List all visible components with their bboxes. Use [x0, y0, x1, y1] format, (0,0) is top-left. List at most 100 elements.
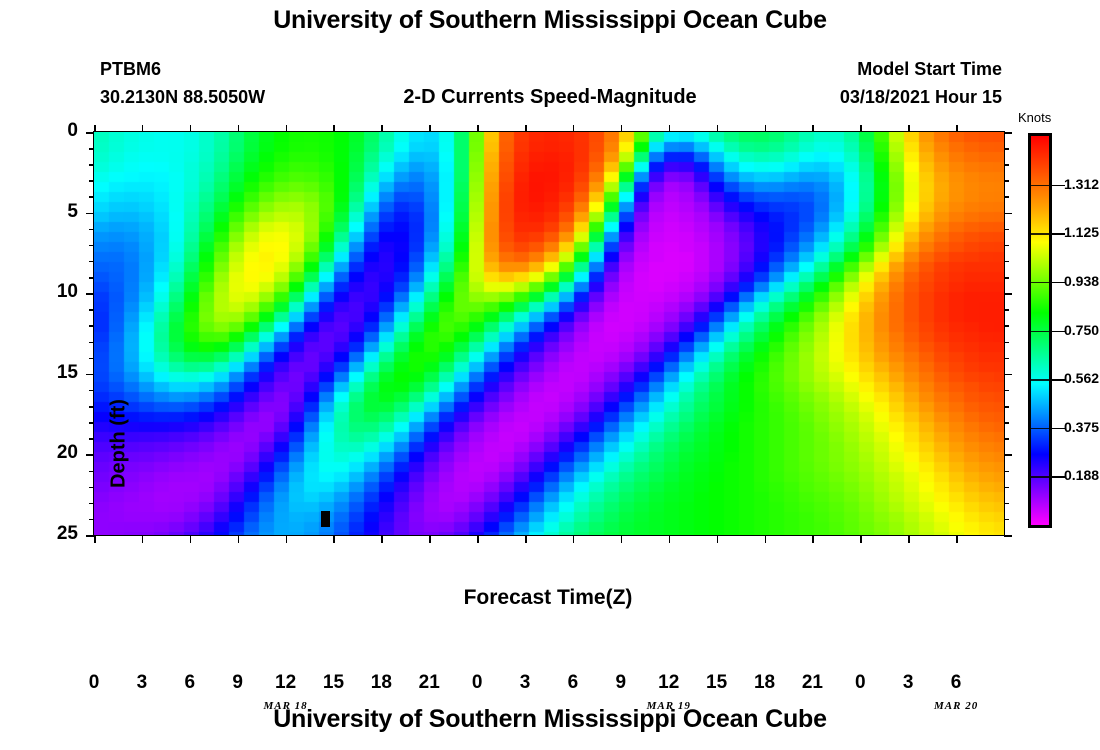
x-axis-tick	[525, 536, 527, 543]
y-axis-tick-right	[1004, 164, 1009, 166]
colorbar-tick	[1052, 427, 1065, 430]
x-axis-tick-label: 12	[275, 672, 297, 693]
x-axis-tick-top	[141, 125, 144, 132]
x-axis-tick-top	[429, 125, 431, 132]
x-axis-tick-label: 3	[902, 672, 914, 693]
colorbar-tick-label: 0.375	[1064, 418, 1100, 435]
y-axis-tick-right	[1004, 293, 1012, 295]
y-axis-tick	[89, 341, 94, 344]
x-axis-tick-label: 9	[232, 672, 243, 693]
y-axis-tick	[89, 406, 94, 408]
x-axis-tick-label: 15	[322, 672, 345, 693]
x-axis-tick-top	[764, 125, 767, 132]
colorbar-tick-line	[1028, 427, 1052, 430]
y-axis-tick	[89, 357, 94, 360]
page-title: University of Southern Mississippi Ocean…	[273, 6, 827, 34]
model-start-time-value: 03/18/2021 Hour 15	[839, 87, 1002, 107]
y-axis-tick	[89, 422, 94, 424]
colorbar-tick-label: 1.312	[1064, 175, 1100, 192]
y-axis-tick-right	[1004, 277, 1009, 279]
x-axis-tick-label: 0	[471, 672, 483, 693]
y-axis-tick	[89, 389, 94, 392]
y-axis-tick-right	[1004, 196, 1009, 198]
colorbar-title: Knots	[1018, 110, 1052, 125]
y-axis-tick-right	[1004, 341, 1009, 344]
colorbar-tick	[1052, 184, 1065, 187]
y-axis-tick	[89, 260, 94, 263]
y-axis-tick-right	[1004, 357, 1009, 360]
x-axis-tick-top	[668, 125, 671, 132]
y-axis-tick-right	[1004, 228, 1009, 231]
x-axis-tick-top	[620, 125, 623, 132]
x-axis-tick-label: 6	[950, 672, 962, 693]
y-axis-tick-right	[1004, 518, 1009, 521]
bottom-depth-marker	[321, 510, 331, 527]
x-axis-tick	[189, 536, 192, 543]
y-axis-tick	[89, 196, 94, 198]
x-axis-tick-top	[285, 125, 288, 132]
x-axis-tick	[237, 536, 240, 543]
y-axis-tick-right	[1004, 502, 1009, 505]
y-axis-tick	[89, 277, 94, 279]
colorbar-tick	[1052, 281, 1065, 284]
y-axis-tick-label: 20	[56, 442, 78, 464]
y-axis-tick	[86, 373, 94, 376]
x-axis-tick-label: 3	[136, 672, 148, 693]
x-axis-date-label: MAR 18	[263, 700, 308, 712]
y-axis-tick	[89, 502, 94, 505]
x-axis-tick-label: 18	[370, 672, 392, 693]
y-axis-tick-right	[1004, 389, 1009, 392]
y-axis-tick-right	[1004, 535, 1012, 537]
x-axis-tick	[956, 536, 958, 543]
x-axis-tick-top	[189, 125, 192, 132]
x-axis-tick-label: 18	[753, 672, 776, 693]
y-axis-tick-right	[1004, 325, 1009, 327]
y-axis-tick-label: 5	[67, 200, 78, 222]
y-axis-tick-right	[1004, 309, 1009, 311]
x-axis-tick-label: 0	[855, 672, 866, 693]
x-axis-tick	[908, 536, 910, 543]
x-axis-date-label: MAR 20	[933, 700, 979, 712]
x-axis-tick	[477, 536, 479, 543]
x-axis-tick-label: 6	[184, 672, 196, 693]
x-axis-tick-label: 3	[519, 672, 531, 693]
x-axis-tick-top	[908, 125, 910, 132]
x-axis-tick	[429, 536, 431, 543]
y-axis-tick	[89, 438, 94, 440]
colorbar-tick-label: 0.188	[1064, 467, 1100, 484]
x-axis-tick	[141, 536, 144, 543]
x-axis-tick	[812, 536, 814, 543]
x-axis-tick-top	[477, 125, 479, 132]
y-axis-tick-label: 10	[56, 281, 78, 303]
x-axis-tick-label: 15	[706, 672, 728, 693]
x-axis-tick-top	[381, 125, 383, 132]
y-axis-tick-right	[1004, 422, 1009, 424]
x-axis-tick	[572, 536, 575, 543]
plot-subtitle: 2-D Currents Speed-Magnitude	[403, 86, 697, 108]
colorbar-tick-line	[1028, 184, 1052, 187]
colorbar-tick	[1052, 476, 1065, 478]
x-axis-tick	[620, 536, 623, 543]
y-axis-tick-right	[1004, 470, 1009, 473]
y-axis-tick-right	[1004, 438, 1009, 440]
y-axis-tick-right	[1004, 260, 1009, 263]
y-axis-tick-right	[1004, 486, 1009, 489]
y-axis-tick-label: 15	[56, 361, 78, 383]
colorbar-tick-line	[1028, 233, 1052, 235]
x-axis-tick	[716, 536, 719, 543]
colorbar-tick	[1052, 330, 1065, 332]
x-axis-tick	[860, 536, 862, 543]
y-axis-tick	[89, 470, 94, 473]
x-axis-tick-top	[333, 125, 335, 132]
x-axis-tick-top	[237, 125, 240, 132]
x-axis-tick-top	[572, 125, 575, 132]
y-axis-tick-right	[1004, 148, 1009, 150]
y-axis-tick	[86, 212, 94, 215]
heatmap-plot-area: 0 3 6 9 12 15 18 21 0 3 6 9 12 15 18 21 0 3 6 MAR 18 MAR 19 M…	[57, 120, 1012, 712]
y-axis-tick-right	[1004, 244, 1009, 247]
colorbar-tick-label: 0.938	[1064, 272, 1100, 289]
x-axis-tick	[94, 536, 96, 543]
y-axis-tick	[89, 325, 94, 327]
y-axis-tick	[86, 535, 94, 537]
y-axis-tick-label: 25	[56, 523, 78, 544]
